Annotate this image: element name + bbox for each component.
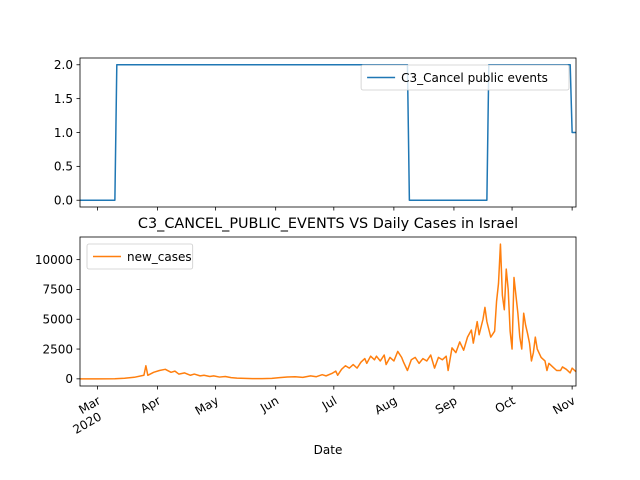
y-tick-label: 0.0	[54, 194, 73, 208]
legend-label: new_cases	[127, 250, 192, 264]
y-tick-label: 1.0	[54, 126, 73, 140]
series-line-C3_Cancel public events	[80, 64, 576, 201]
y-tick-label: 1.5	[54, 92, 73, 106]
chart-title: C3_CANCEL_PUBLIC_EVENTS VS Daily Cases i…	[138, 216, 518, 232]
top-panel: 0.0 0.5 1.0 1.5 2.0 C3_Cancel public events	[54, 57, 577, 211]
y-tick-label: 10000	[35, 253, 73, 267]
y-tick-label: 2.0	[54, 58, 73, 72]
y-tick-label: 7500	[42, 283, 73, 297]
legend: C3_Cancel public events	[360, 64, 570, 91]
x-tick-label: Jul	[319, 393, 339, 413]
bottom-panel: C3_CANCEL_PUBLIC_EVENTS VS Daily Cases i…	[35, 216, 578, 457]
y-tick-label: 0	[65, 372, 73, 386]
legend-box	[86, 243, 194, 270]
y-tick-label: 2500	[42, 342, 73, 356]
legend-box	[360, 64, 570, 91]
axes-frame	[79, 57, 577, 208]
x-axis-title: Date	[314, 443, 343, 457]
axes-frame	[79, 236, 577, 387]
legend-label: C3_Cancel public events	[401, 71, 548, 85]
y-tick-label: 0.5	[54, 160, 73, 174]
legend: new_cases	[86, 243, 194, 270]
y-tick-label: 5000	[42, 313, 73, 327]
series-line-new_cases	[79, 243, 577, 380]
